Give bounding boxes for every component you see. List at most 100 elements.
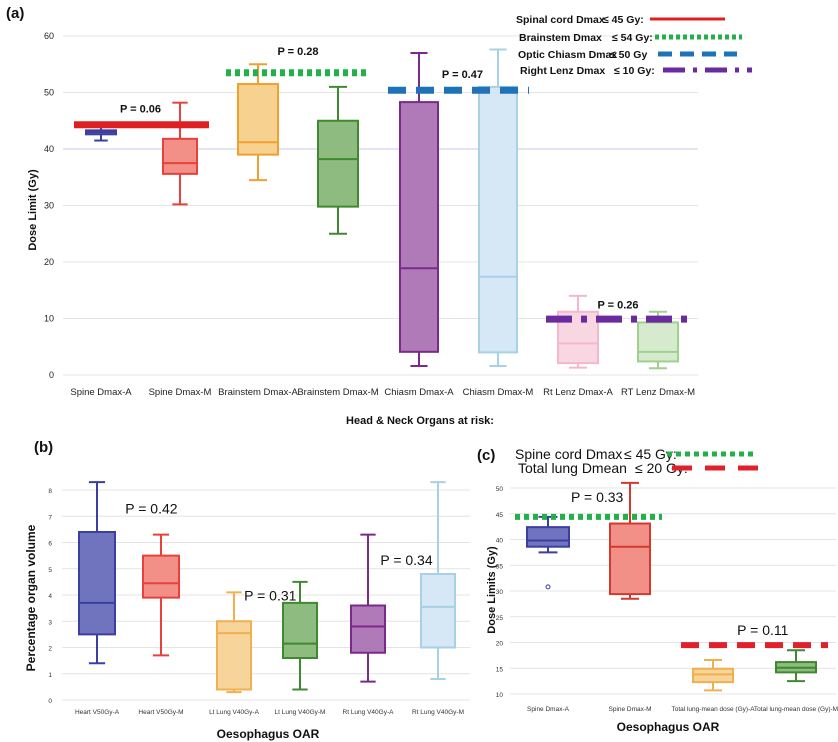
box-plot-spine-dmax-a [85, 125, 117, 142]
legend-label: Brainstem Dmax [519, 32, 602, 44]
a-y-axis-title: Dose Limit (Gy) [27, 169, 39, 251]
y-tick-label: 10 [496, 692, 504, 699]
box-plot-total-lung-mean-dose-gy-m [775, 649, 817, 683]
y-tick-label: 35 [496, 563, 504, 570]
c-limit-lines [515, 513, 828, 649]
y-tick-label: 8 [48, 488, 52, 495]
y-tick-label: 50 [496, 486, 504, 493]
legend-label: Right Lenz Dmax [520, 65, 605, 77]
box-plot-lt-lung-v40gy-m [282, 580, 318, 691]
iqr-box [350, 604, 386, 654]
panel-label-a: (a) [6, 5, 24, 22]
c-x-axis-title: Oesophagus OAR [617, 720, 720, 734]
p-value-annotation: P = 0.47 [442, 69, 483, 81]
category-label: Rt Lung V40Gy-A [343, 709, 395, 716]
y-tick-label: 20 [44, 257, 54, 267]
iqr-box [420, 573, 456, 649]
box-plot-rt-lung-v40gy-a [350, 533, 386, 683]
category-label: Spine Dmax-M [149, 387, 212, 398]
box-plot-chiasm-dmax-a [399, 51, 439, 367]
a-limit-lines [74, 69, 690, 323]
category-label: RT Lenz Dmax-M [621, 387, 695, 398]
c-boxes [526, 481, 817, 692]
category-label: Total lung-mean dose (Gy)-A [671, 706, 755, 713]
iqr-box [78, 531, 116, 636]
iqr-box [637, 321, 679, 363]
y-tick-label: 45 [496, 512, 504, 519]
a-legend: Spinal cord Dmax≤ 45 Gy:Brainstem Dmax ≤ … [516, 14, 752, 77]
c-annotations: P = 0.33 P = 0.11 [571, 489, 789, 638]
a-boxes [85, 48, 679, 370]
c-y-axis-title: Dose Limits (Gy) [486, 546, 498, 634]
y-tick-label: 25 [496, 615, 504, 622]
panel-label-b: (b) [34, 439, 53, 456]
box-plot-rt-lenz-dmax-m [637, 310, 679, 370]
legend-threshold: ≤ 45 Gy: [624, 446, 677, 462]
box-plot-rt-lung-v40gy-m [420, 481, 456, 680]
b-x-axis-title: Oesophagus OAR [217, 727, 320, 741]
legend-threshold: ≤ 10 Gy: [614, 65, 655, 77]
y-tick-label: 20 [496, 641, 504, 648]
y-tick-label: 40 [44, 144, 54, 154]
panel-label-c: (c) [477, 447, 495, 464]
y-tick-label: 0 [49, 370, 54, 380]
c-gridlines [510, 487, 836, 695]
box-plot-spine-dmax-a [526, 515, 570, 590]
category-label: Lt Lung V40Gy-A [209, 709, 260, 716]
p-value-annotation: P = 0.28 [277, 46, 318, 58]
c-y-tick-labels: 10 15 20 25 30 35 40 45 50 [496, 486, 504, 699]
box-plot-lt-lung-v40gy-a [216, 591, 252, 694]
category-label: Brainstem Dmax-M [297, 387, 378, 398]
category-label: Rt Lenz Dmax-A [543, 387, 613, 398]
y-tick-label: 50 [44, 88, 54, 98]
y-tick-label: 2 [48, 646, 52, 653]
legend-threshold: ≤ 20 Gy: [635, 460, 688, 476]
y-tick-label: 4 [48, 593, 52, 600]
b-y-tick-labels: 0 1 2 3 4 5 6 7 8 [48, 488, 52, 705]
y-tick-label: 0 [48, 698, 52, 705]
a-x-axis-title: Head & Neck Organs at risk: [346, 415, 494, 427]
a-y-tick-labels: 0 10 20 30 40 50 60 [44, 31, 54, 380]
legend-label: Spine cord Dmax [515, 446, 622, 462]
b-gridlines [62, 489, 470, 701]
iqr-box [399, 101, 439, 353]
category-label: Chiasm Dmax-A [384, 387, 454, 398]
iqr-box [609, 522, 651, 596]
p-value-annotation: P = 0.34 [380, 552, 433, 568]
category-label: Spine Dmax-M [609, 706, 652, 713]
iqr-box [142, 554, 180, 599]
y-tick-label: 3 [48, 619, 52, 626]
panel-b: (b) 0 1 2 3 4 5 6 7 8 Heart V50Gy-A Heart V50Gy-M… [24, 439, 470, 741]
legend-label: Spinal cord Dmax [516, 14, 605, 26]
legend-label: Optic Chiasm Dmax [518, 49, 617, 61]
legend-threshold: ≤ 50 Gy [610, 49, 647, 61]
iqr-box [282, 601, 318, 659]
y-tick-label: 30 [44, 201, 54, 211]
category-label: Lt Lung V40Gy-M [275, 709, 326, 716]
category-label: Brainstem Dmax-A [218, 387, 298, 398]
category-label: Total lung-mean dose (Gy)-M [754, 706, 838, 713]
y-tick-label: 7 [48, 514, 52, 521]
y-tick-label: 15 [496, 666, 504, 673]
category-label: Spine Dmax-A [70, 387, 132, 398]
box-plot-heart-v50gy-m [142, 533, 180, 657]
a-category-labels: Spine Dmax-A Spine Dmax-M Brainstem Dmax-A… [70, 387, 695, 398]
box-plot-chiasm-dmax-m [478, 48, 518, 367]
box-plot-spine-dmax-m [609, 481, 651, 600]
box-plot-brainstem-dmax-m [317, 85, 359, 235]
p-value-annotation: P = 0.33 [571, 489, 624, 505]
y-tick-label: 10 [44, 314, 54, 324]
a-gridlines [63, 35, 698, 376]
y-tick-label: 1 [48, 672, 52, 679]
b-boxes [78, 481, 456, 694]
category-label: Heart V50Gy-A [75, 709, 120, 716]
legend-threshold: ≤ 54 Gy: [612, 32, 653, 44]
box-plot-spine-dmax-m [162, 101, 198, 206]
p-value-annotation: P = 0.11 [737, 622, 788, 638]
category-label: Chiasm Dmax-M [463, 387, 534, 398]
category-label: Rt Lung V40Gy-M [412, 709, 464, 716]
iqr-box [162, 137, 198, 175]
p-value-annotation: P = 0.31 [244, 587, 297, 603]
iqr-box [692, 667, 734, 684]
